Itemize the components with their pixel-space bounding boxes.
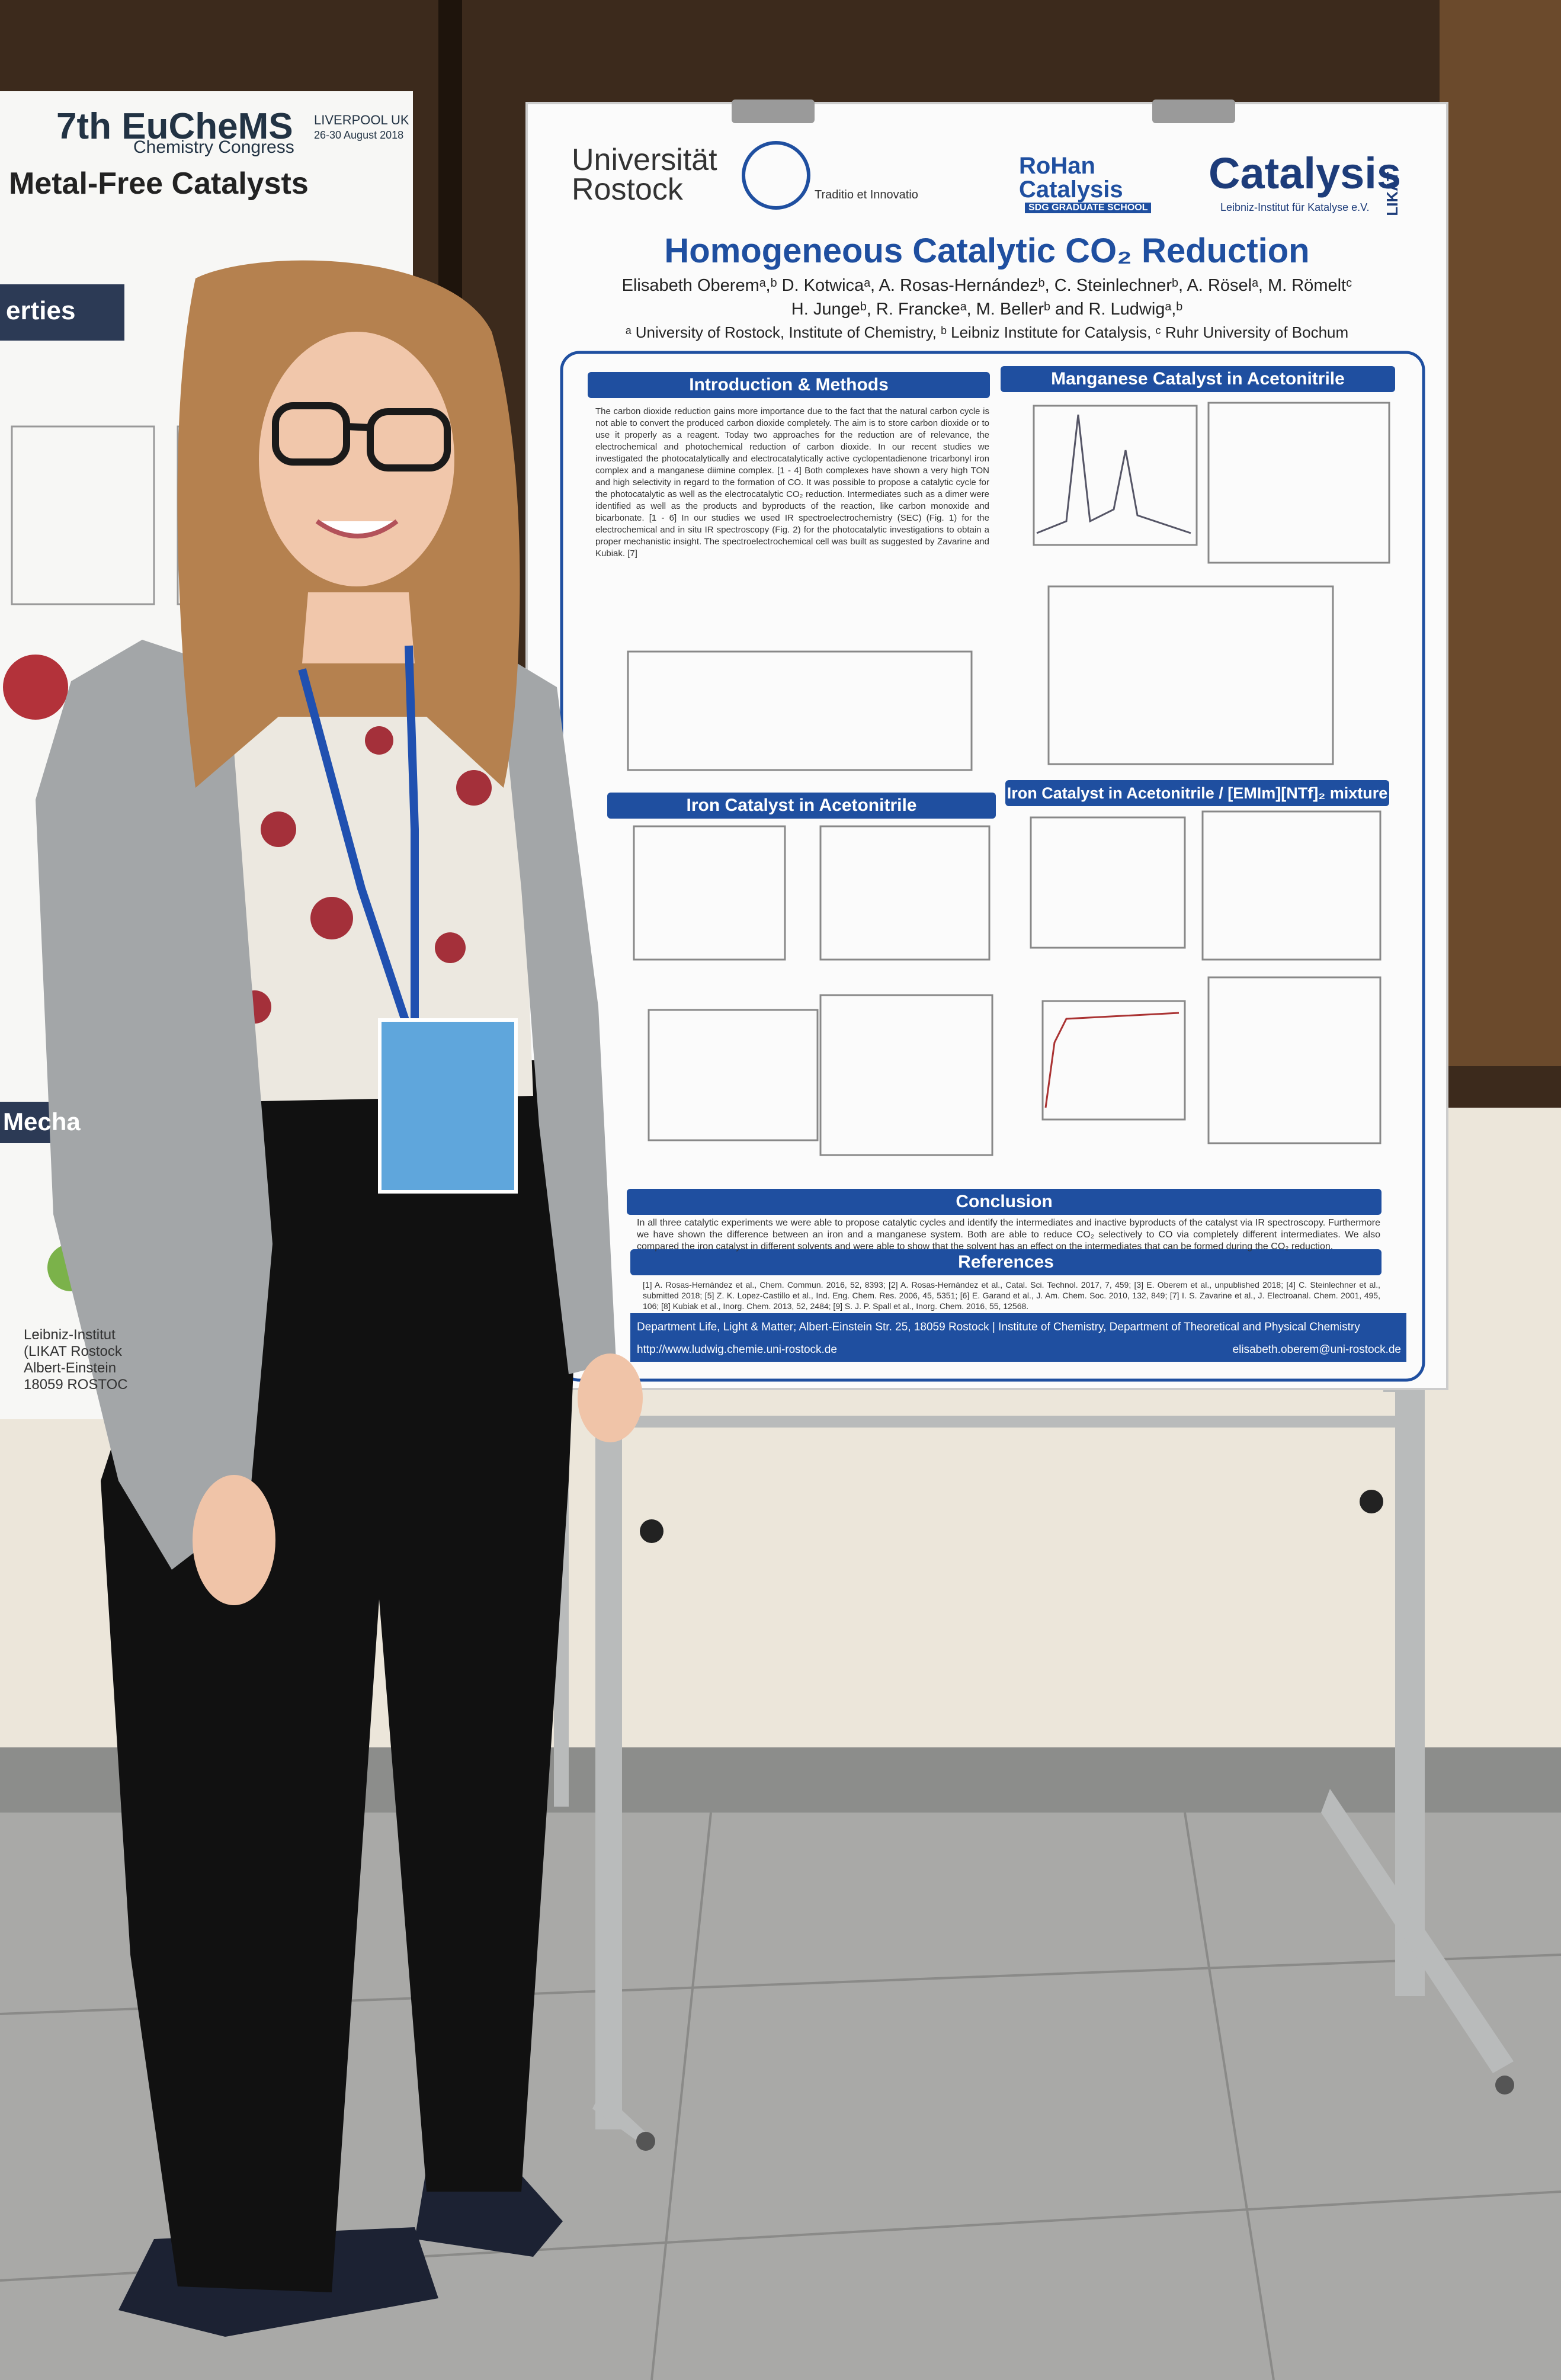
footer-address: Department Life, Light & Matter; Albert-…	[637, 1321, 1360, 1333]
cardigan	[498, 652, 616, 1374]
footer-email: elisabeth.oberem@uni-rostock.de	[1232, 1343, 1401, 1356]
blouse-flowers	[238, 726, 492, 1024]
window-pane	[1440, 0, 1561, 1066]
footer-url: http://www.ludwig.chemie.uni-rostock.de	[637, 1343, 837, 1356]
left-event: LIVERPOOL UK	[314, 113, 409, 127]
smile	[315, 519, 399, 538]
left-footer-line: Albert-Einstein	[24, 1360, 117, 1376]
logo-likat-sub: Leibniz-Institut für Katalyse e.V.	[1220, 201, 1370, 213]
knob	[640, 1519, 663, 1543]
clip	[1152, 100, 1235, 123]
section-header: Introduction & Methods	[588, 372, 990, 398]
logo-rohan: RoHan Catalysis	[1019, 153, 1123, 203]
left-section-bar	[0, 284, 124, 341]
left-section: erties	[6, 296, 76, 325]
left-section: Mecha	[3, 1108, 81, 1136]
clip	[732, 100, 815, 123]
authors: H. Jungeᵇ, R. Franckeᵃ, M. Bellerᵇ and R…	[791, 300, 1183, 319]
section-header: Conclusion	[627, 1189, 1381, 1215]
conclusion-text: In all three catalytic experiments we we…	[637, 1218, 1380, 1252]
section-header: Iron Catalyst in Acetonitrile	[607, 793, 996, 819]
spectrum	[1036, 414, 1191, 534]
glasses	[272, 402, 451, 471]
left-footer-line: Leibniz-Institut	[24, 1327, 116, 1343]
left-event: 26-30 August 2018	[314, 129, 404, 141]
poster-title: Homogeneous Catalytic CO₂ Reduction	[664, 232, 1310, 270]
section-header: Iron Catalyst in Acetonitrile / [EMIm][N…	[1005, 780, 1389, 806]
figures	[627, 402, 1390, 1156]
affiliations: ᵃ University of Rostock, Institute of Ch…	[625, 323, 1349, 341]
voltammogram	[1044, 1012, 1179, 1108]
blouse	[225, 646, 533, 1102]
section-header: Manganese Catalyst in Acetonitrile	[1001, 366, 1395, 392]
left-footer-line: 18059 ROSTOC	[24, 1377, 128, 1393]
badge	[378, 1018, 518, 1194]
logo-likat: LIKAT	[1383, 172, 1401, 216]
left-molecule	[3, 655, 68, 720]
footer-bar	[630, 1313, 1406, 1362]
hand	[578, 1353, 643, 1442]
face	[259, 332, 454, 586]
logo-catalysis: Catalysis	[1209, 149, 1401, 198]
neck	[302, 592, 415, 663]
wheel	[1495, 2076, 1514, 2094]
poster	[525, 102, 1448, 1390]
logo-rohan-sub: SDG GRADUATE SCHOOL	[1025, 203, 1152, 213]
knob	[1360, 1490, 1383, 1513]
left-header: Chemistry Congress	[133, 137, 294, 157]
lanyard	[405, 645, 419, 1031]
intro-text: The carbon dioxide reduction gains more …	[595, 406, 989, 559]
authors: Elisabeth Oberemᵃ,ᵇ D. Kotwicaᵃ, A. Rosa…	[621, 276, 1352, 295]
left-footer: Leibniz-Institut (LIKAT Rostock Albert-E…	[24, 1327, 128, 1393]
cardigan	[36, 640, 273, 1570]
left-footer-line: (LIKAT Rostock	[24, 1343, 122, 1359]
logo-university: Universität Rostock	[572, 143, 717, 207]
hand	[193, 1475, 275, 1605]
seal	[742, 141, 810, 210]
wheel	[636, 2132, 655, 2151]
lanyard	[298, 668, 413, 1032]
logo-motto: Traditio et Innovatio	[815, 188, 918, 201]
left-figure	[11, 425, 155, 605]
references-text: [1] A. Rosas-Hernández et al., Chem. Com…	[643, 1280, 1380, 1311]
section-header: References	[630, 1249, 1381, 1275]
left-title: Metal-Free Catalysts	[9, 166, 309, 201]
left-header: 7th EuCheMS	[56, 106, 293, 147]
